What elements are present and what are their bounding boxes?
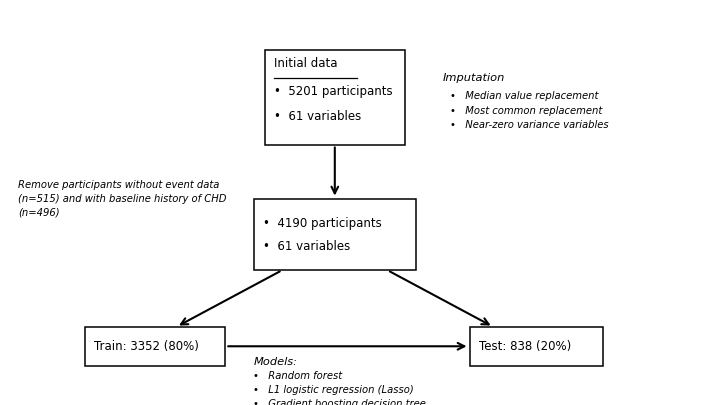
Text: Train: 3352 (80%): Train: 3352 (80%) xyxy=(94,340,199,353)
Text: Remove participants without event data
(n=515) and with baseline history of CHD
: Remove participants without event data (… xyxy=(18,180,227,217)
FancyBboxPatch shape xyxy=(469,327,603,365)
FancyBboxPatch shape xyxy=(85,327,225,365)
FancyBboxPatch shape xyxy=(265,49,405,145)
Text: Models:: Models: xyxy=(253,357,297,367)
Text: •   Median value replacement
•   Most common replacement
•   Near-zero variance : • Median value replacement • Most common… xyxy=(450,91,608,130)
Text: •  4190 participants: • 4190 participants xyxy=(264,217,382,230)
Text: •  61 variables: • 61 variables xyxy=(264,240,351,253)
Text: Initial data: Initial data xyxy=(274,57,338,70)
FancyBboxPatch shape xyxy=(254,199,416,271)
Text: Test: 838 (20%): Test: 838 (20%) xyxy=(480,340,572,353)
Text: Imputation: Imputation xyxy=(443,73,505,83)
Text: •  61 variables: • 61 variables xyxy=(274,111,361,124)
Text: •  5201 participants: • 5201 participants xyxy=(274,85,392,98)
Text: •   Random forest
•   L1 logistic regression (Lasso)
•   Gradient boosting decis: • Random forest • L1 logistic regression… xyxy=(253,371,426,405)
